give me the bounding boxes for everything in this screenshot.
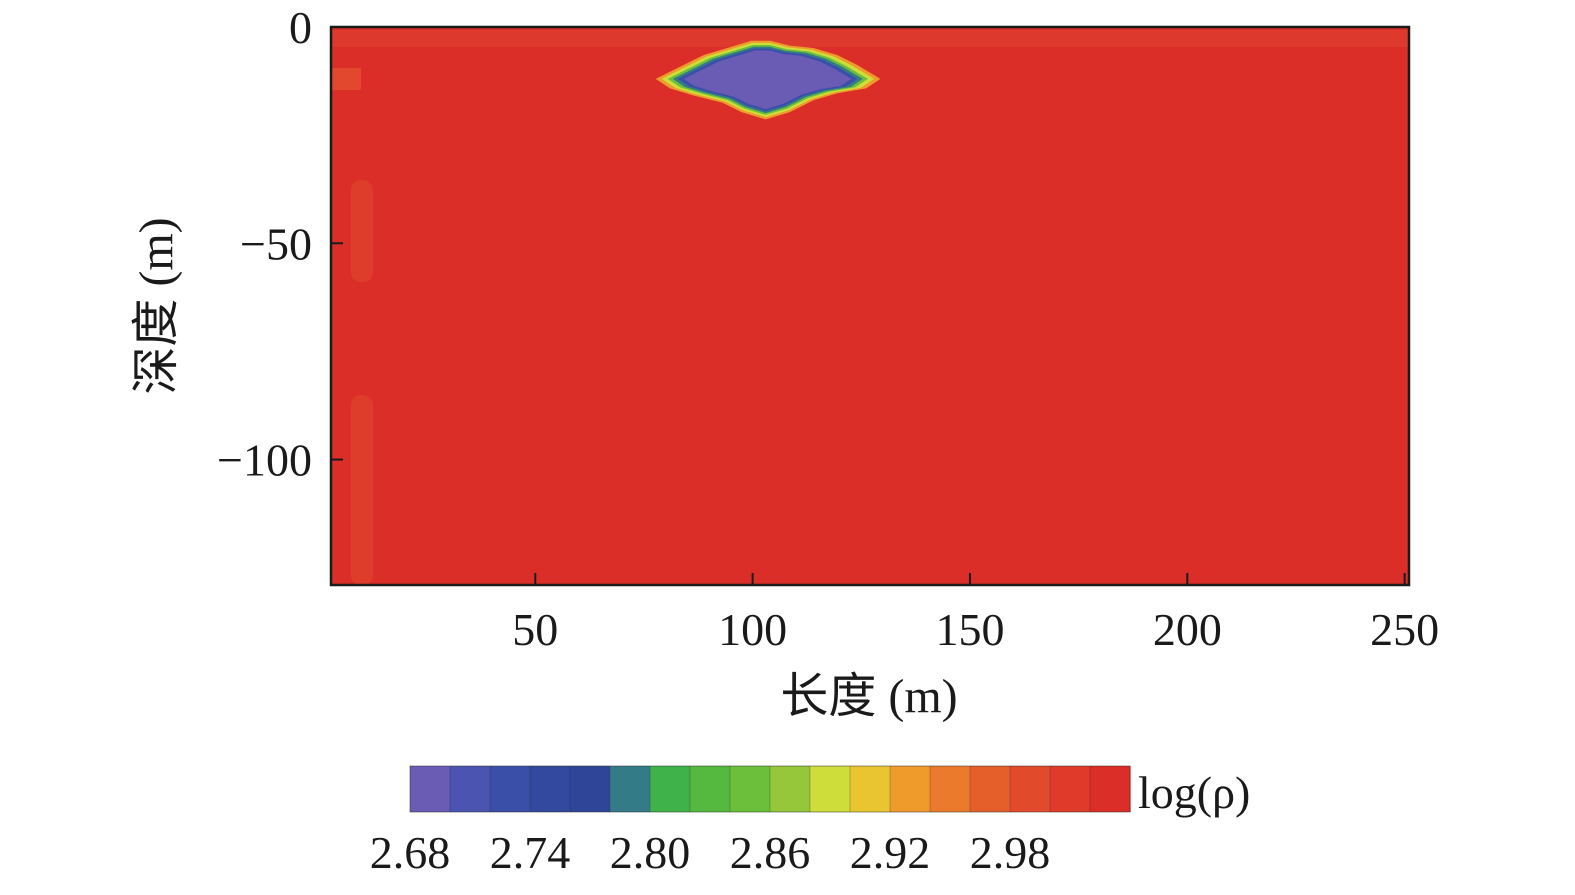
colorbar-swatch	[1050, 766, 1091, 812]
colorbar-frame	[409, 765, 1131, 813]
y-tick-label: −50	[240, 218, 312, 269]
colorbar-swatch	[610, 766, 651, 812]
colorbar-title: log(ρ)	[1138, 767, 1250, 818]
colorbar-tick-label: 2.98	[970, 827, 1051, 878]
x-axis-title: 长度 (m)	[780, 670, 957, 723]
plot-content	[331, 30, 1409, 585]
colorbar-swatch	[1090, 766, 1131, 812]
colorbar-swatch	[690, 766, 731, 812]
x-tick-label: 100	[718, 604, 787, 655]
contour-core	[683, 50, 852, 110]
low-resistivity-anomaly	[655, 40, 881, 120]
colorbar: 2.68 2.74 2.80 2.86 2.92 2.98	[370, 765, 1131, 878]
x-tick-label: 200	[1153, 604, 1222, 655]
colorbar-swatch	[730, 766, 771, 812]
colorbar-swatch	[1010, 766, 1051, 812]
x-tick-label: 150	[935, 604, 1004, 655]
x-tick-label: 50	[512, 604, 558, 655]
colorbar-swatch	[890, 766, 931, 812]
colorbar-tick-label: 2.86	[730, 827, 811, 878]
surface-band	[331, 30, 1409, 47]
colorbar-swatch	[970, 766, 1011, 812]
y-axis-title: 深度 (m)	[130, 217, 183, 394]
colorbar-swatch	[930, 766, 971, 812]
plot-frame	[329, 25, 1411, 587]
y-tick-label: 0	[289, 2, 312, 53]
colorbar-swatch	[410, 766, 451, 812]
colorbar-swatch	[570, 766, 611, 812]
colorbar-tick-label: 2.92	[850, 827, 931, 878]
colorbar-tick-label: 2.80	[610, 827, 691, 878]
colorbar-swatch	[810, 766, 851, 812]
colorbar-tick-label: 2.74	[490, 827, 571, 878]
x-tick-label: 250	[1370, 604, 1439, 655]
colorbar-tick-label: 2.68	[370, 827, 451, 878]
y-axis: 0 −50 −100	[217, 2, 343, 486]
colorbar-swatch	[530, 766, 571, 812]
colorbar-swatch	[490, 766, 531, 812]
colorbar-swatch	[770, 766, 811, 812]
colorbar-swatch	[450, 766, 491, 812]
y-tick-label: −100	[217, 435, 312, 486]
left-edge-band-lower	[351, 395, 373, 585]
left-edge-band-upper	[351, 180, 373, 282]
colorbar-swatch	[850, 766, 891, 812]
left-edge-notch	[331, 68, 361, 90]
x-axis: 50 100 150 200 250	[512, 573, 1439, 655]
plot-background	[331, 27, 1409, 585]
colorbar-swatch	[650, 766, 691, 812]
